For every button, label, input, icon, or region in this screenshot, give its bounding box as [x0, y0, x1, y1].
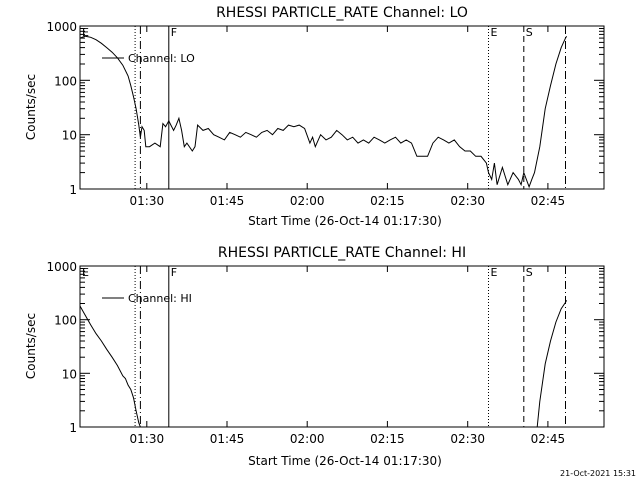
- marker-label: F: [171, 26, 177, 39]
- panel-hi: RHESSI PARTICLE_RATE Channel: HI E F E S 01…: [24, 245, 605, 468]
- y-tick-label: 1000: [46, 20, 77, 34]
- legend-label: Channel: LO: [128, 52, 195, 65]
- y-axis-label: Counts/sec: [24, 313, 38, 379]
- x-axis-ticks: 01:30 01:45 02:00 02:15 02:30 02:45: [130, 266, 566, 446]
- x-tick-label: 02:00: [290, 432, 325, 446]
- marker-label: E: [82, 26, 89, 39]
- plot-frame: [79, 25, 605, 190]
- x-tick-label: 02:30: [450, 432, 485, 446]
- marker-label: E: [491, 266, 498, 279]
- marker-label: F: [171, 266, 177, 279]
- series-line: [79, 35, 568, 189]
- x-tick-label: 02:15: [370, 194, 405, 208]
- y-axis-label: Counts/sec: [24, 74, 38, 140]
- x-tick-label: 01:45: [210, 194, 245, 208]
- y-tick-label: 1: [69, 183, 77, 197]
- y-tick-label: 1000: [46, 260, 77, 274]
- y-tick-label: 100: [54, 74, 77, 88]
- chart-title: RHESSI PARTICLE_RATE Channel: LO: [216, 5, 468, 21]
- x-axis-label: Start Time (26-Oct-14 01:17:30): [248, 454, 442, 468]
- x-tick-label: 02:45: [531, 432, 566, 446]
- marker-label: E: [491, 26, 498, 39]
- legend: Channel: HI: [102, 292, 192, 305]
- x-tick-label: 02:45: [531, 194, 566, 208]
- y-axis-ticks: 1 10 100 1000: [46, 260, 604, 435]
- x-tick-label: 01:30: [130, 194, 165, 208]
- y-tick-label: 1: [69, 421, 77, 435]
- marker-label: S: [526, 26, 533, 39]
- data-series: [79, 35, 568, 189]
- x-tick-label: 02:30: [450, 194, 485, 208]
- chart-title: RHESSI PARTICLE_RATE Channel: HI: [218, 245, 466, 261]
- y-tick-label: 100: [54, 314, 77, 328]
- x-tick-label: 01:45: [210, 432, 245, 446]
- y-axis-ticks: 1 10 100 1000: [46, 20, 604, 197]
- series-line: [79, 305, 141, 428]
- plot-frame: [79, 265, 605, 428]
- legend-label: Channel: HI: [128, 292, 192, 305]
- timestamp: 21-Oct-2021 15:31: [560, 469, 636, 478]
- x-tick-label: 01:30: [130, 432, 165, 446]
- x-axis-ticks: 01:30 01:45 02:00 02:15 02:30 02:45: [130, 26, 566, 208]
- x-axis-label: Start Time (26-Oct-14 01:17:30): [248, 214, 442, 228]
- legend: Channel: LO: [102, 52, 195, 65]
- series-line: [536, 300, 568, 428]
- y-tick-label: 10: [62, 129, 77, 143]
- x-tick-label: 02:00: [290, 194, 325, 208]
- panel-lo: RHESSI PARTICLE_RATE Channel: LO E F E S 01…: [24, 5, 605, 228]
- y-tick-label: 10: [62, 367, 77, 381]
- marker-label: E: [82, 266, 89, 279]
- data-series: [79, 300, 568, 428]
- x-tick-label: 02:15: [370, 432, 405, 446]
- marker-label: S: [526, 266, 533, 279]
